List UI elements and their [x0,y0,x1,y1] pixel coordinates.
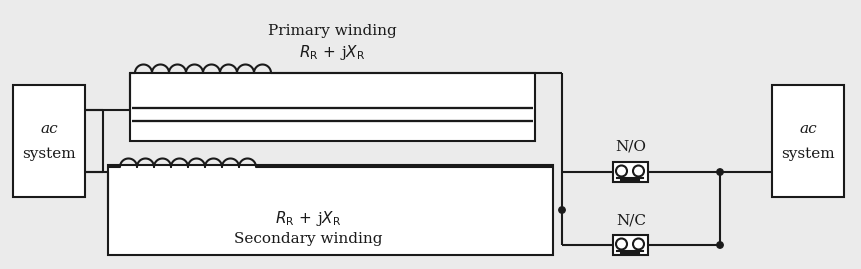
Bar [13,85,85,197]
Text: system: system [22,147,76,161]
Text: N/O: N/O [615,140,646,154]
Text: Secondary winding: Secondary winding [233,232,382,246]
Circle shape [558,207,565,213]
Bar [612,162,647,182]
Text: ac: ac [798,122,816,136]
Bar [612,235,647,255]
Circle shape [716,242,722,248]
Circle shape [716,169,722,175]
Text: $R_{\rm R}$$\,+\,$j$X_{\rm R}$: $R_{\rm R}$$\,+\,$j$X_{\rm R}$ [275,210,341,228]
Text: N/C: N/C [616,213,645,227]
Bar [108,165,553,255]
Bar [130,73,535,141]
Text: ac: ac [40,122,58,136]
Text: system: system [780,147,833,161]
Bar [771,85,843,197]
Text: $R_{\rm R}$$\,+\,$j$X_{\rm R}$: $R_{\rm R}$$\,+\,$j$X_{\rm R}$ [299,44,365,62]
Text: Primary winding: Primary winding [268,24,396,38]
